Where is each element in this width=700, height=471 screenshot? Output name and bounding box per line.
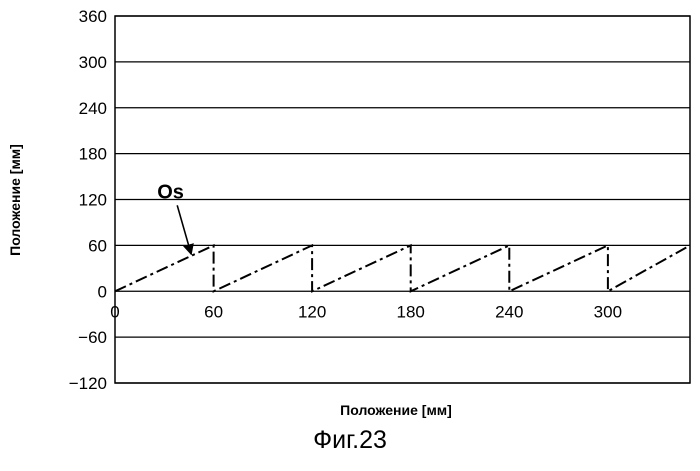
annotation-arrow [177, 205, 191, 254]
y-tick-label: 360 [79, 7, 107, 26]
y-tick-label: 0 [98, 282, 107, 301]
y-tick-label: 240 [79, 99, 107, 118]
figure-caption: Фиг.23 [0, 426, 700, 455]
x-tick-label: 180 [397, 302, 425, 321]
x-axis-title: Положение [мм] [340, 402, 452, 418]
x-tick-labels: 0 60 120 180 240 300 [110, 302, 622, 321]
chart: 360300240180120600−60−120 06012018024030… [0, 0, 700, 425]
gridlines [115, 16, 690, 383]
y-tick-label: −60 [78, 328, 107, 347]
y-tick-label: 180 [79, 145, 107, 164]
x-tick-label: 60 [204, 302, 223, 321]
series-annotation-label: Os [157, 181, 184, 203]
series-line [115, 245, 690, 291]
annotations: Os [157, 181, 191, 254]
y-tick-label: 60 [88, 236, 107, 255]
y-tick-labels: 360 300 240 180 120 60 0 −60 −120 [69, 7, 107, 393]
x-tick-label: 240 [495, 302, 523, 321]
y-tick-label: −120 [69, 374, 107, 393]
y-tick-label: 120 [79, 191, 107, 210]
x-tick-label: 120 [298, 302, 326, 321]
y-tick-label: 300 [79, 53, 107, 72]
x-tick-label: 300 [594, 302, 622, 321]
y-axis-title: Положение [мм] [7, 144, 23, 256]
x-tick-label: 0 [110, 302, 119, 321]
series-group [115, 245, 690, 291]
